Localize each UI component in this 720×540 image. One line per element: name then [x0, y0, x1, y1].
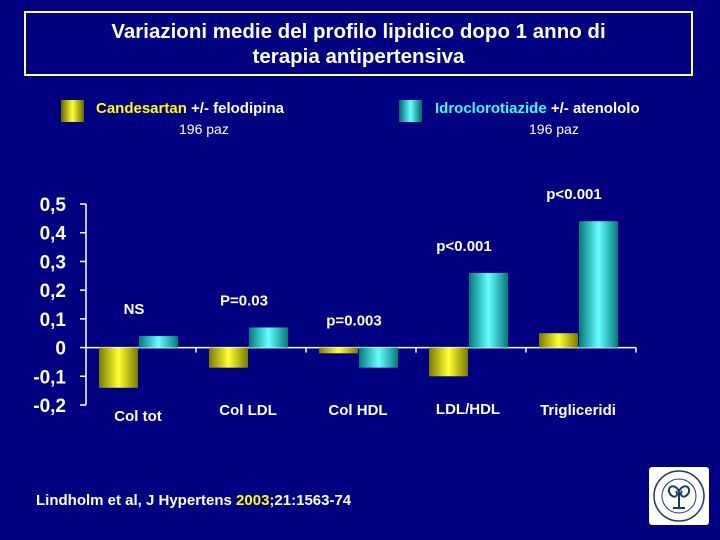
significance-label: p<0.001	[546, 186, 601, 203]
university-seal-icon	[649, 467, 709, 525]
y-tick-label: 0,3	[40, 252, 66, 273]
bar-candesartan	[99, 347, 138, 388]
legend-label-idroclorotiazide: Idroclorotiazide +/- atenololo	[435, 99, 640, 119]
y-tick-label: 0,2	[40, 281, 66, 302]
legend-drug-candesartan: Candesartan	[96, 100, 187, 117]
bar-candesartan	[429, 347, 468, 377]
bar-idroclorotiazide	[139, 336, 178, 348]
legend-swatch-candesartan	[61, 100, 84, 122]
slide-title-line-1: Variazioni medie del profilo lipidico do…	[111, 19, 606, 43]
citation-rest: ;21:1563-74	[269, 492, 352, 509]
y-tick-label: 0,4	[40, 224, 67, 245]
bar-candesartan	[319, 347, 358, 354]
significance-label: p<0.001	[436, 238, 491, 255]
category-label: Col LDL	[219, 402, 277, 419]
legend-n-candesartan: 196 paz	[179, 121, 229, 137]
slide-title-box: Variazioni medie del profilo lipidico do…	[24, 11, 693, 76]
legend-label-candesartan: Candesartan +/- felodipina	[96, 99, 284, 119]
legend-rest-idroclorotiazide: +/- atenololo	[546, 100, 640, 117]
bar-candesartan	[539, 333, 578, 348]
citation-authors: Lindholm et al, J Hypertens	[36, 492, 237, 509]
slide-title-line-2: terapia antipertensiva	[252, 44, 465, 68]
y-tick-label: 0,1	[40, 310, 67, 331]
bar-idroclorotiazide	[579, 221, 618, 348]
significance-label: P=0.03	[220, 292, 268, 309]
category-label: Col HDL	[328, 402, 387, 419]
bar-idroclorotiazide	[469, 272, 508, 348]
citation: Lindholm et al, J Hypertens 2003;21:1563…	[36, 492, 351, 509]
significance-label: NS	[124, 301, 145, 318]
bar-candesartan	[209, 347, 248, 368]
significance-label: p=0.003	[326, 313, 381, 330]
y-tick-label: 0	[55, 339, 66, 360]
legend-swatch-idroclorotiazide	[399, 100, 422, 122]
category-label: Trigliceridi	[540, 402, 616, 419]
y-tick-label: -0,1	[33, 367, 66, 388]
chart-plot-area: 0,5 0,4 0,3 0,2 0,1 0 -0,1 -0,2 Col tot NS Col LDL…	[33, 186, 637, 425]
legend-n-idroclorotiazide: 196 paz	[529, 121, 579, 137]
bar-idroclorotiazide	[249, 327, 288, 348]
y-tick-label: -0,2	[33, 396, 66, 417]
citation-year: 2003	[236, 492, 270, 509]
legend-drug-idroclorotiazide: Idroclorotiazide	[435, 100, 547, 117]
y-tick-label: 0,5	[40, 195, 67, 216]
category-label: LDL/HDL	[436, 401, 500, 418]
bar-idroclorotiazide	[359, 347, 398, 368]
legend-rest-candesartan: +/- felodipina	[186, 100, 284, 117]
category-label: Col tot	[114, 408, 161, 425]
